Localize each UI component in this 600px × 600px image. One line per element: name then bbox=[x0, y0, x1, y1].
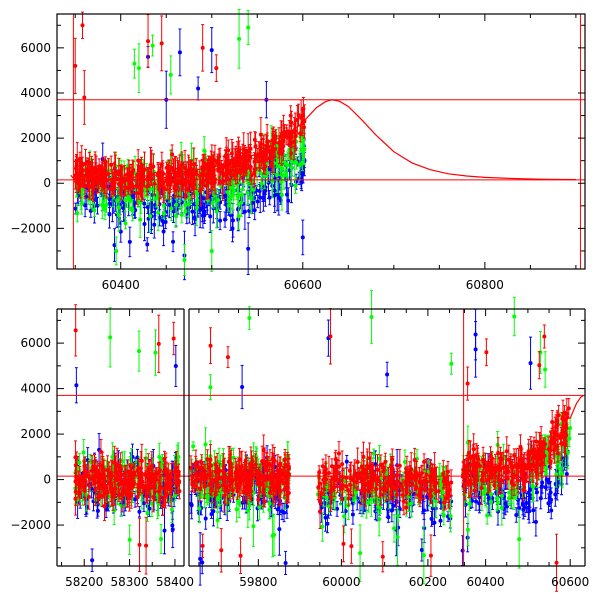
top-point-series-1 bbox=[145, 237, 150, 252]
top-point-series-2 bbox=[216, 190, 221, 210]
bottom-ytick-label: 2000 bbox=[20, 427, 51, 441]
top-xtick-label: 60400 bbox=[102, 278, 140, 292]
top-ytick-label: 4000 bbox=[20, 86, 51, 100]
top-point-series-1 bbox=[95, 196, 100, 215]
top-point-series-1 bbox=[112, 228, 117, 262]
bottom-xtick-label: 60400 bbox=[467, 575, 505, 589]
bottom-ytick-label: 0 bbox=[43, 473, 51, 487]
top-ytick-label: 6000 bbox=[20, 41, 51, 55]
top-panel: −2000 0 2000 4000 6000 60400 60600 60800 bbox=[10, 8, 586, 292]
bottom-ytick-label: 4000 bbox=[20, 382, 51, 396]
bottom-xtick-label: 58300 bbox=[110, 575, 148, 589]
top-ytick-label: 0 bbox=[43, 176, 51, 190]
top-point-series-2 bbox=[75, 204, 80, 223]
bottom-xtick-label: 60600 bbox=[551, 575, 589, 589]
bottom-xtick-label: 59800 bbox=[239, 575, 277, 589]
bottom-ytick-label: −2000 bbox=[10, 518, 51, 532]
top-point-series-2 bbox=[183, 200, 188, 210]
top-point-series-1 bbox=[242, 193, 247, 230]
top-point-series-1 bbox=[223, 211, 228, 228]
top-point-series-2 bbox=[245, 181, 250, 205]
top-outlier-series-1 bbox=[209, 27, 214, 74]
bottom-ytick-label: 6000 bbox=[20, 336, 51, 350]
top-xtick-label: 60800 bbox=[466, 278, 504, 292]
top-outlier-series-1 bbox=[300, 219, 305, 256]
top-point-series-2 bbox=[104, 196, 109, 213]
bottom-xtick-label: 58400 bbox=[156, 575, 194, 589]
top-point-series-1 bbox=[171, 231, 176, 253]
top-point-series-2 bbox=[293, 177, 298, 194]
top-point-series-2 bbox=[92, 203, 97, 218]
top-xtick-label: 60600 bbox=[284, 278, 322, 292]
bottom-xtick-label: 60000 bbox=[322, 575, 360, 589]
top-point-series-2 bbox=[179, 206, 184, 224]
top-point-series-2 bbox=[148, 199, 153, 233]
top-ytick-label: 2000 bbox=[20, 131, 51, 145]
top-ytick-label: −2000 bbox=[10, 221, 51, 235]
top-point-series-2 bbox=[183, 205, 188, 217]
top-point-series-1 bbox=[192, 212, 197, 224]
top-outlier-series-1 bbox=[246, 222, 251, 275]
top-point-series-1 bbox=[107, 200, 112, 229]
top-point-series-1 bbox=[200, 194, 205, 223]
top-outlier-series-1 bbox=[127, 226, 132, 258]
bottom-xtick-label: 58200 bbox=[65, 575, 103, 589]
top-point-series-1 bbox=[276, 180, 281, 216]
top-point-series-1 bbox=[230, 214, 235, 243]
top-point-series-1 bbox=[218, 211, 223, 231]
top-outlier-series-1 bbox=[177, 28, 182, 77]
bottom-xtick-label: 60200 bbox=[409, 575, 447, 589]
